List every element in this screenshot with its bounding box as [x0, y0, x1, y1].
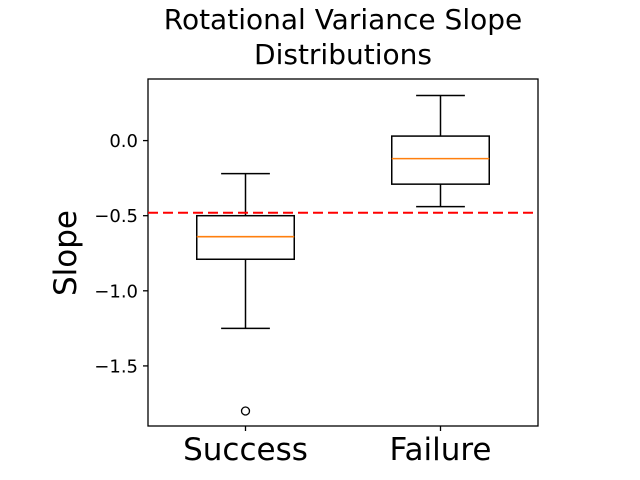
y-tick-label: −0.5	[94, 206, 138, 227]
y-tick-label: 0.0	[109, 131, 138, 152]
y-tick-label: −1.5	[94, 356, 138, 377]
chart-title: Rotational Variance Slope Distributions	[163, 3, 523, 71]
x-tick-label: Success	[183, 432, 308, 468]
outlier-marker	[240, 406, 251, 416]
x-tick-label: Failure	[390, 432, 492, 468]
box-failure	[391, 135, 490, 185]
y-tick-label: −1.0	[94, 281, 138, 302]
y-axis-label: Slope	[48, 209, 84, 297]
plot-frame	[147, 78, 539, 427]
